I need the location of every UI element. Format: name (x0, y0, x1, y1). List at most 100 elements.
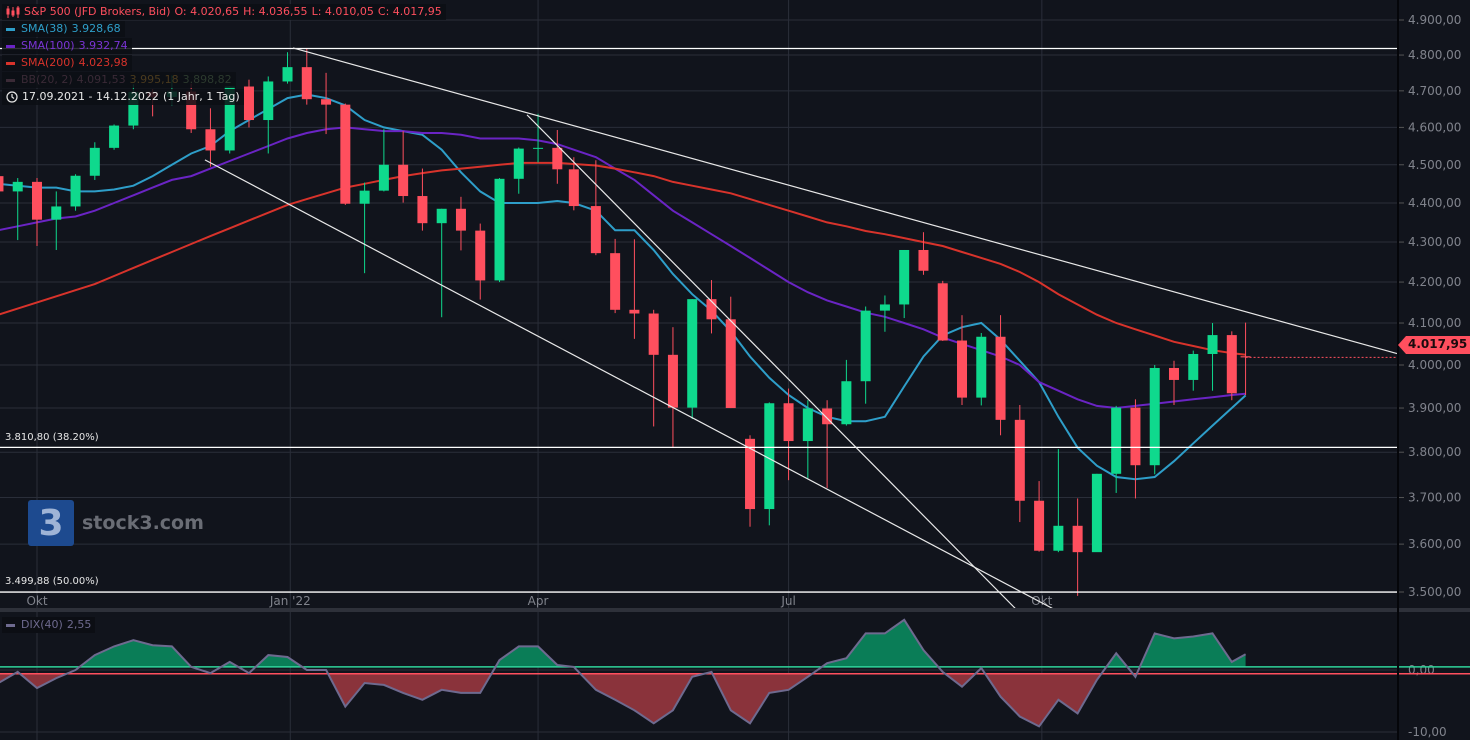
x-tick-label: Jul (780, 594, 795, 608)
bb-legend[interactable]: BB(20, 2) 4.091,53 3.995,18 3.898,82 (2, 72, 236, 88)
candle (745, 435, 756, 527)
candle-body (513, 148, 524, 179)
candle (109, 124, 120, 150)
candle-body (764, 403, 775, 510)
candle (995, 315, 1006, 436)
candle (455, 196, 466, 251)
candle (0, 176, 4, 192)
candle (1188, 350, 1199, 391)
candle-body (552, 147, 563, 170)
candle (1168, 360, 1179, 405)
candle (918, 232, 929, 275)
trend-line (292, 47, 1398, 355)
candle-body (899, 249, 910, 305)
candle (243, 79, 254, 128)
candle (841, 359, 852, 426)
candle-body (32, 181, 42, 220)
y-tick-label: 4.600,00 (1408, 120, 1461, 134)
candle (89, 142, 100, 180)
candle (1053, 449, 1064, 553)
sma100-legend[interactable]: SMA(100) 3.932,74 (2, 38, 132, 54)
candle (687, 299, 698, 419)
watermark-text: stock3.com (82, 512, 204, 534)
candle-body (321, 99, 332, 105)
candle-body (0, 176, 4, 192)
candle-body (1014, 419, 1025, 501)
instrument-legend: S&P 500 (JFD Brokers, Bid) O: 4.020,65 H… (2, 4, 446, 20)
candle-body (243, 86, 254, 121)
candle (1207, 323, 1218, 391)
candle-body (957, 340, 968, 398)
candlestick-icon (6, 6, 20, 18)
sma200-value: 4.023,98 (78, 56, 128, 69)
candle (70, 174, 81, 211)
candle (282, 52, 293, 84)
candle-body (822, 408, 833, 425)
y-tick-label: 3.700,00 (1408, 491, 1461, 505)
candle-body (1149, 367, 1160, 466)
candle (417, 168, 428, 231)
y-tick-label: 4.200,00 (1408, 275, 1461, 289)
candle-body (378, 164, 389, 191)
sma-line-sma200 (0, 161, 1246, 356)
candle-body (282, 67, 293, 82)
y-tick-label: 4.300,00 (1408, 235, 1461, 249)
dix-y-tick-label: 0,00 (1408, 663, 1435, 677)
candle-body (205, 129, 216, 151)
candle (899, 249, 910, 319)
candle-body (1072, 525, 1083, 553)
candle-body (340, 104, 351, 204)
candle-body (533, 147, 544, 149)
sma100-label: SMA(100) (21, 39, 75, 52)
trend-line (204, 159, 1062, 614)
candle (552, 129, 563, 184)
candle (301, 48, 312, 105)
sma100-value: 3.932,74 (78, 39, 128, 52)
sma38-legend[interactable]: SMA(38) 3.928,68 (2, 21, 125, 37)
candle-body (725, 319, 736, 409)
candle (802, 400, 813, 479)
candle (783, 388, 794, 481)
instrument-name: S&P 500 (JFD Brokers, Bid) (24, 5, 171, 18)
candle (359, 182, 370, 274)
candle (937, 280, 948, 341)
x-tick-label: Okt (1031, 594, 1052, 608)
candle (725, 296, 736, 409)
sma200-legend[interactable]: SMA(200) 4.023,98 (2, 55, 132, 71)
bb-middle: 3.995,18 (129, 73, 179, 86)
candle (822, 400, 833, 488)
y-tick-label: 4.700,00 (1408, 84, 1461, 98)
candle-body (455, 208, 466, 231)
fib-level-50: 3.499,88 (50.00%) (5, 576, 99, 587)
y-tick-label: 3.600,00 (1408, 537, 1461, 551)
candle-body (841, 381, 852, 425)
y-tick-label: 4.500,00 (1408, 158, 1461, 172)
dix-legend[interactable]: DIX(40) 2,55 (2, 617, 96, 633)
bb-swatch (6, 78, 15, 82)
open-value: O: 4.020,65 (174, 5, 240, 18)
candle-body (1240, 356, 1251, 358)
candle (706, 280, 717, 334)
low-value: L: 4.010,05 (311, 5, 374, 18)
candle (860, 306, 871, 404)
candle-body (263, 81, 274, 121)
candle-body (417, 196, 428, 224)
candle (398, 131, 409, 203)
candle-body (51, 206, 62, 220)
close-value: C: 4.017,95 (377, 5, 442, 18)
sma38-label: SMA(38) (21, 22, 68, 35)
candle-body (918, 249, 929, 271)
sma-line-sma100 (0, 126, 1246, 410)
candle-body (359, 190, 370, 204)
candle-body (590, 206, 601, 254)
candle (321, 72, 332, 135)
candle-body (109, 125, 120, 148)
candle-body (301, 67, 312, 100)
candle-body (976, 336, 987, 398)
candle (957, 315, 968, 405)
candle-body (568, 169, 579, 207)
date-range-legend[interactable]: 17.09.2021 - 14.12.2022 (1 Jahr, 1 Tag) (2, 89, 244, 105)
candle (205, 108, 216, 167)
candle (475, 223, 486, 300)
